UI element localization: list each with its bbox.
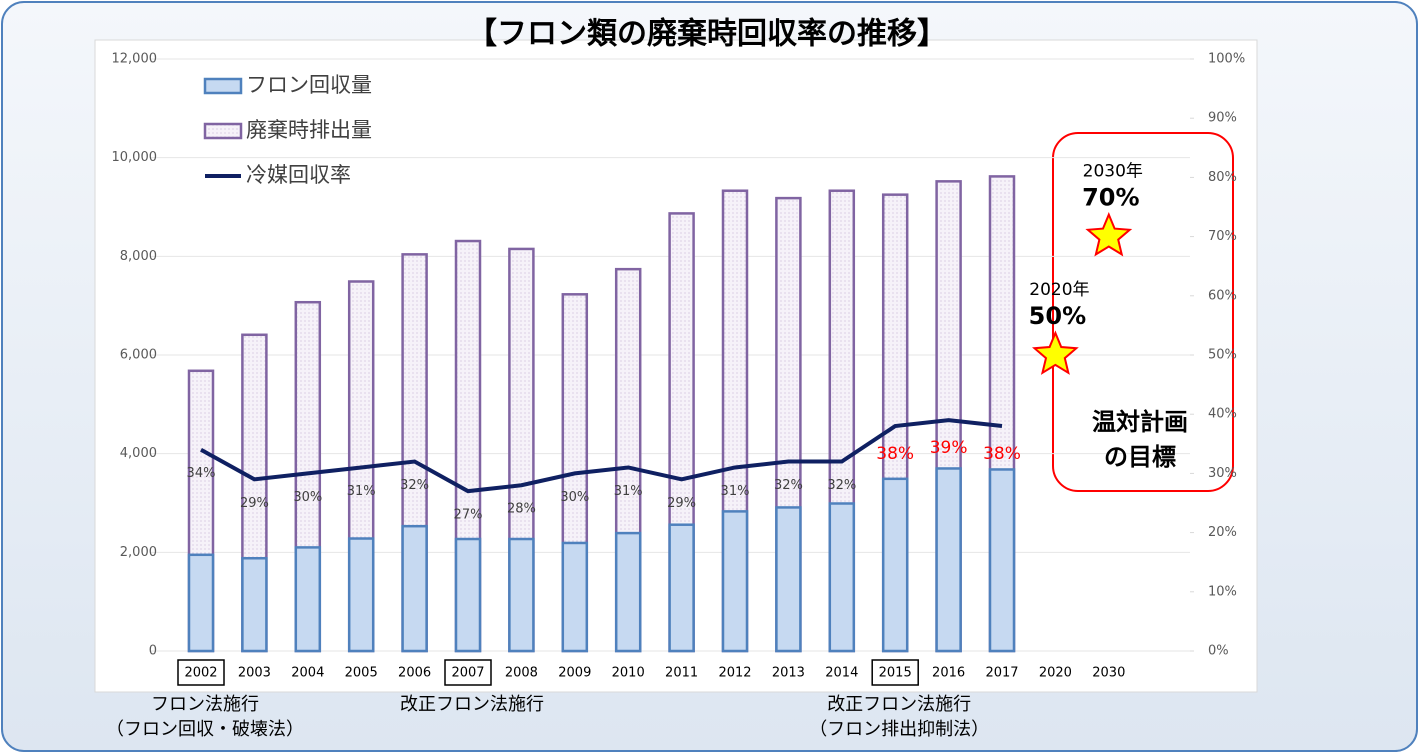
y-tick-label: 12,000 bbox=[112, 52, 158, 67]
bar bbox=[294, 546, 322, 653]
data-label: 38% bbox=[983, 444, 1021, 464]
x-tick-label: 2012 bbox=[718, 666, 751, 681]
target-star bbox=[1085, 211, 1133, 257]
y2-tick-label: 80% bbox=[1208, 170, 1237, 185]
bar bbox=[241, 557, 268, 653]
annotation: （フロン回収・破壊法） bbox=[106, 719, 304, 740]
data-label: 32% bbox=[827, 478, 856, 493]
x-tick-label: 2030 bbox=[1092, 666, 1125, 681]
bar bbox=[828, 502, 856, 653]
y2-tick-label: 10% bbox=[1208, 584, 1237, 599]
bar bbox=[721, 510, 749, 653]
y-tick-label: 10,000 bbox=[112, 150, 158, 165]
annotation: （フロン排出抑制法） bbox=[809, 719, 989, 740]
x-tick-label: 2015 bbox=[879, 666, 912, 681]
annotation: 改正フロン法施行 bbox=[827, 694, 971, 715]
y2-tick-label: 100% bbox=[1208, 52, 1245, 67]
target-value: 50% bbox=[1029, 302, 1086, 330]
x-tick-label: 2006 bbox=[398, 666, 431, 681]
legend-swatch bbox=[203, 77, 243, 95]
line bbox=[200, 418, 1003, 494]
data-label: 30% bbox=[560, 490, 589, 505]
data-label: 30% bbox=[293, 490, 322, 505]
bar bbox=[401, 524, 428, 653]
bar bbox=[881, 477, 909, 653]
bar bbox=[454, 537, 482, 653]
annotation: 改正フロン法施行 bbox=[400, 694, 544, 715]
target-year: 2030年 bbox=[1083, 162, 1143, 182]
bar bbox=[988, 468, 1016, 653]
target-box-label: 温対計画 bbox=[1092, 408, 1188, 436]
bar bbox=[775, 506, 802, 653]
legend-label: フロン回収量 bbox=[246, 73, 372, 97]
bar bbox=[668, 523, 695, 653]
x-tick-label: 2020 bbox=[1039, 666, 1072, 681]
target-value: 70% bbox=[1082, 184, 1139, 212]
year-highlight bbox=[177, 659, 225, 686]
year-highlight bbox=[444, 659, 492, 686]
data-label: 38% bbox=[876, 444, 914, 464]
x-tick-label: 2016 bbox=[932, 666, 965, 681]
x-tick-label: 2009 bbox=[558, 666, 591, 681]
y2-tick-label: 0% bbox=[1208, 644, 1229, 659]
target-box-label: の目標 bbox=[1104, 443, 1176, 471]
x-tick-label: 2004 bbox=[291, 666, 324, 681]
x-tick-label: 2002 bbox=[184, 666, 217, 681]
data-label: 27% bbox=[454, 508, 483, 523]
y2-tick-label: 90% bbox=[1208, 111, 1237, 126]
x-tick-label: 2007 bbox=[451, 666, 484, 681]
x-tick-label: 2003 bbox=[238, 666, 271, 681]
y2-tick-label: 60% bbox=[1208, 288, 1237, 303]
legend-swatch bbox=[203, 122, 243, 140]
legend-label: 廃棄時排出量 bbox=[246, 118, 372, 142]
x-tick-label: 2011 bbox=[665, 666, 698, 681]
y2-tick-label: 40% bbox=[1208, 407, 1237, 422]
bar bbox=[561, 541, 589, 653]
chart-title: 【フロン類の廃棄時回収率の推移】 bbox=[467, 17, 947, 52]
data-label: 31% bbox=[614, 484, 643, 499]
y-tick-label: 6,000 bbox=[120, 348, 157, 363]
data-label: 32% bbox=[774, 478, 803, 493]
data-label: 31% bbox=[347, 484, 376, 499]
data-label: 32% bbox=[400, 478, 429, 493]
x-tick-label: 2013 bbox=[772, 666, 805, 681]
y-tick-label: 2,000 bbox=[120, 545, 157, 560]
x-tick-label: 2017 bbox=[985, 666, 1018, 681]
annotation: フロン法施行 bbox=[151, 694, 259, 715]
y2-tick-label: 50% bbox=[1208, 348, 1237, 363]
target-box bbox=[1052, 132, 1234, 492]
data-label: 31% bbox=[721, 484, 750, 499]
x-tick-label: 2008 bbox=[505, 666, 538, 681]
data-label: 39% bbox=[930, 438, 968, 458]
y2-tick-label: 30% bbox=[1208, 466, 1237, 481]
bar bbox=[614, 531, 642, 653]
legend-label: 冷媒回収率 bbox=[246, 163, 351, 187]
data-label: 29% bbox=[240, 496, 269, 511]
data-label: 28% bbox=[507, 502, 536, 517]
x-tick-label: 2005 bbox=[345, 666, 378, 681]
target-year: 2020年 bbox=[1029, 280, 1089, 300]
x-tick-label: 2010 bbox=[612, 666, 645, 681]
y-tick-label: 4,000 bbox=[120, 446, 157, 461]
y2-tick-label: 20% bbox=[1208, 525, 1237, 540]
y2-tick-label: 70% bbox=[1208, 229, 1237, 244]
y-tick-label: 8,000 bbox=[120, 249, 157, 264]
data-label: 29% bbox=[667, 496, 696, 511]
target-star bbox=[1032, 330, 1079, 375]
bar bbox=[508, 537, 535, 653]
bar bbox=[187, 553, 215, 653]
x-tick-label: 2014 bbox=[825, 666, 858, 681]
bar bbox=[935, 467, 962, 653]
y-tick-label: 0 bbox=[149, 644, 157, 659]
bar bbox=[347, 537, 375, 653]
data-label: 34% bbox=[187, 466, 216, 481]
year-highlight bbox=[871, 659, 919, 686]
